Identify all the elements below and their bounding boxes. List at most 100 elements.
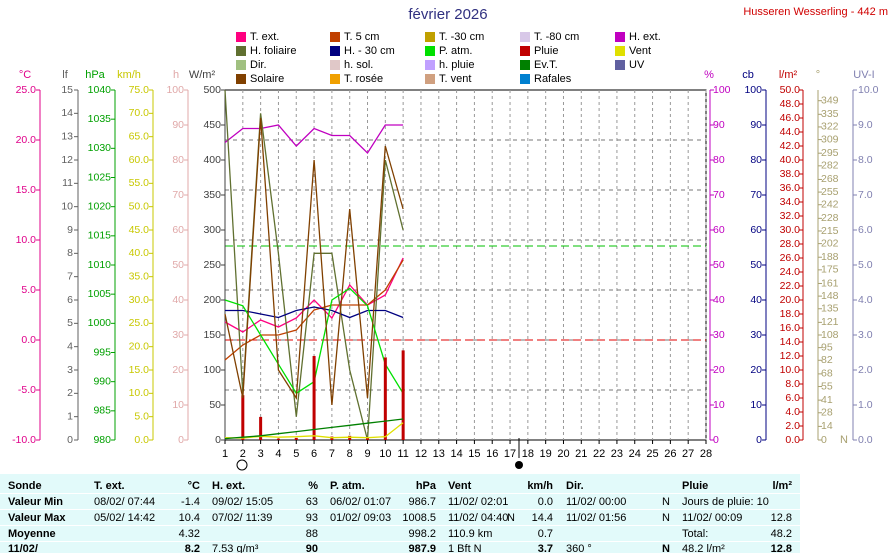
- x-tick-label: 26: [664, 448, 676, 460]
- y-tick-label: 322: [821, 121, 839, 133]
- table-cell: 3.7: [538, 543, 553, 553]
- y-axis-title: km/h: [117, 69, 141, 81]
- y-tick-label: 15: [61, 84, 73, 96]
- table-cell: 8.2: [185, 543, 200, 553]
- y-tick-label: 44.0: [780, 126, 801, 138]
- y-tick-label: 15.0: [129, 364, 150, 376]
- table-background: [0, 474, 800, 553]
- series-line: [224, 259, 404, 361]
- table-cell: 10.4: [179, 512, 200, 524]
- y-tick-label: 50: [713, 259, 725, 271]
- y-tick-label: 5.0: [134, 410, 149, 422]
- table-cell: 7.53 g/m³: [212, 543, 259, 553]
- y-tick-label: 68: [821, 368, 833, 380]
- row-separator: [0, 525, 800, 526]
- y-tick-label: 90: [172, 119, 184, 131]
- y-tick-label: 2.0: [785, 420, 800, 432]
- y-tick-label: 48.0: [780, 98, 801, 110]
- y-tick-label: 65.0: [129, 130, 150, 142]
- y-tick-label: 90: [750, 119, 762, 131]
- y-tick-label: 82: [821, 354, 833, 366]
- legend-label: H. foliaire: [250, 45, 296, 57]
- x-tick-label: 15: [468, 448, 480, 460]
- y-tick-label: 10.0: [858, 84, 879, 96]
- y-tick-label: 980: [93, 434, 111, 446]
- y-tick-label: 60: [713, 224, 725, 236]
- legend-swatch: [236, 74, 246, 84]
- y-tick-label: 995: [93, 346, 111, 358]
- y-tick-label: 40.0: [780, 154, 801, 166]
- legend-label: T. 5 cm: [344, 31, 379, 43]
- legend-label: H. - 30 cm: [344, 45, 395, 57]
- y-tick-label: 30: [172, 329, 184, 341]
- y-tick-label: 5.0: [21, 284, 36, 296]
- y-tick-label: 50.0: [129, 200, 150, 212]
- table-cell: 09/02/ 15:05: [212, 496, 273, 508]
- y-tick-label: 7.0: [858, 189, 873, 201]
- y-axis-title: l/m²: [779, 69, 798, 81]
- y-tick-label: 60: [750, 224, 762, 236]
- x-tick-label: 20: [557, 448, 569, 460]
- summary-table: Sonde T. ext. °C H. ext.% P. atm. hPa Vent km/h…: [0, 474, 800, 553]
- rain-bar: [401, 350, 405, 440]
- y-tick-label: 148: [821, 290, 839, 302]
- y-tick-label: 10: [713, 399, 725, 411]
- y-tick-label: 5.0: [858, 259, 873, 271]
- x-tick-label: 11: [397, 448, 408, 460]
- x-tick-label: 14: [450, 448, 462, 460]
- column-header: hPa: [416, 480, 437, 492]
- plot-area: [36, 89, 857, 444]
- y-tick-label: 0: [215, 434, 221, 446]
- rain-bar: [294, 437, 298, 440]
- legend-label: h. sol.: [344, 59, 373, 71]
- y-tick-label: 1000: [88, 317, 112, 329]
- legend-swatch: [330, 46, 340, 56]
- legend-label: Dir.: [250, 59, 267, 71]
- y-tick-label: 90: [713, 119, 725, 131]
- y-tick-label: 20: [172, 364, 184, 376]
- column-header: %: [308, 480, 318, 492]
- y-tick-label: 985: [93, 405, 111, 417]
- legend-label: T. rosée: [344, 73, 383, 85]
- legend-swatch: [425, 32, 435, 42]
- table-cell: 1008.5: [402, 512, 436, 524]
- column-header: Dir.: [566, 480, 584, 492]
- column-header: H. ext.: [212, 480, 245, 492]
- y-tick-label: 150: [203, 329, 221, 341]
- y-tick-label: 1010: [88, 259, 112, 271]
- y-tick-label: 14: [821, 420, 833, 432]
- x-tick-label: 25: [646, 448, 658, 460]
- y-tick-label: 1020: [88, 200, 112, 212]
- table-cell: 01/02/ 09:03: [330, 512, 391, 524]
- y-tick-label: 9: [67, 224, 73, 236]
- legend-swatch: [615, 32, 625, 42]
- y-tick-label: 215: [821, 225, 839, 237]
- row-separator: [0, 541, 800, 542]
- y-tick-label: 6.0: [858, 224, 873, 236]
- station-name: Husseren Wesserling - 442 m: [743, 6, 888, 18]
- column-header: Vent: [448, 480, 472, 492]
- y-tick-label: 25.0: [129, 317, 150, 329]
- y-tick-label: 55: [821, 380, 833, 392]
- y-tick-label: 188: [821, 251, 839, 263]
- y-tick-label: 3: [67, 364, 73, 376]
- y-tick-label: 0: [756, 434, 762, 446]
- y-tick-label: 60: [172, 224, 184, 236]
- table-cell: Total:: [682, 528, 708, 540]
- y-tick-label: 400: [203, 154, 221, 166]
- y-tick-label: 100: [166, 84, 184, 96]
- y-tick-label: 10.0: [780, 364, 801, 376]
- x-tick-label: 5: [293, 448, 299, 460]
- y-axis-title: °C: [19, 69, 31, 81]
- y-tick-label: 80: [713, 154, 725, 166]
- row-label: 11/02/: [8, 543, 38, 553]
- x-tick-label: 2: [240, 448, 246, 460]
- y-tick-label: 1035: [88, 113, 112, 125]
- row-separator: [0, 509, 800, 510]
- y-tick-label: 20.0: [16, 134, 37, 146]
- y-tick-label: 80: [172, 154, 184, 166]
- legend-swatch: [236, 46, 246, 56]
- legend-swatch: [425, 74, 435, 84]
- y-tick-label: 1025: [88, 171, 112, 183]
- y-tick-label: 8.0: [858, 154, 873, 166]
